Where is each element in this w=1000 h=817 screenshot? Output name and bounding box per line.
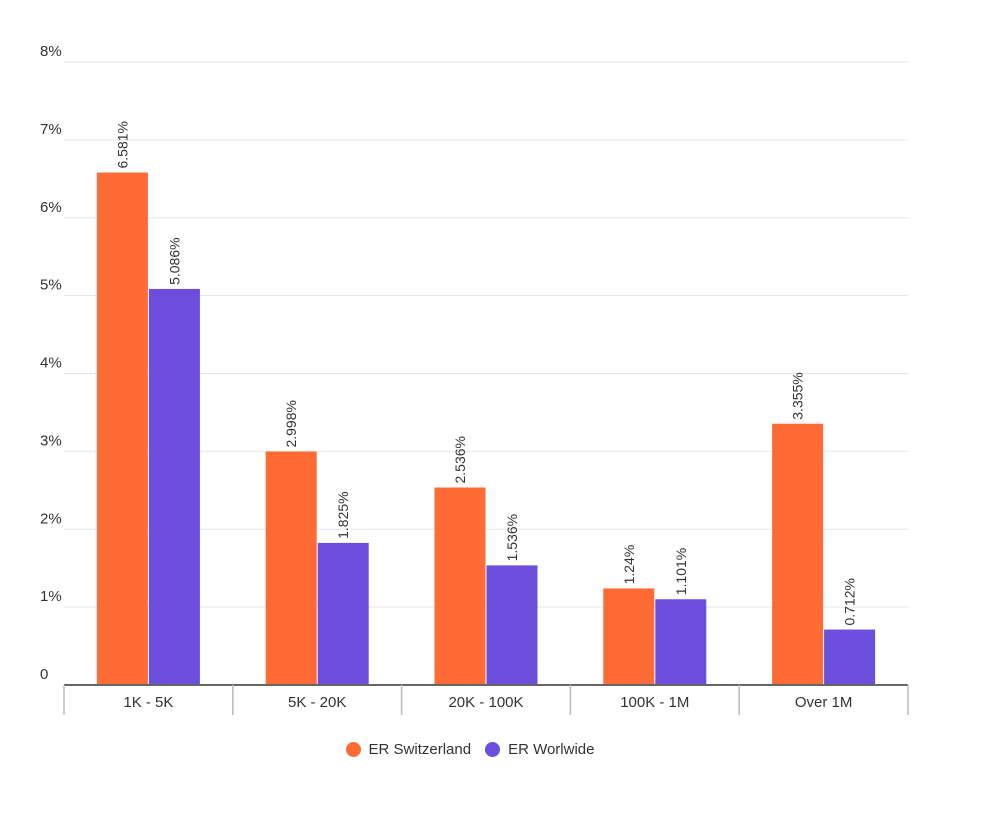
data-label: 0.712% — [842, 578, 858, 625]
y-tick-label: 5% — [40, 277, 62, 294]
y-tick-label: 1% — [40, 588, 62, 605]
bar-worldwide — [317, 542, 369, 685]
bar-switzerland — [603, 588, 655, 685]
bar-worldwide — [148, 288, 200, 685]
legend-swatch — [345, 742, 361, 757]
legend-swatch — [485, 742, 501, 757]
data-label: 1.536% — [504, 514, 520, 561]
data-label: 3.355% — [790, 372, 806, 419]
legend: ER Switzerland ER Worlwide — [0, 741, 940, 758]
bar-worldwide — [655, 599, 707, 685]
x-tick-label: 1K - 5K — [123, 694, 173, 711]
legend-label: ER Switzerland — [368, 741, 472, 758]
y-tick-label: 0 — [40, 666, 48, 683]
bar-worldwide — [486, 565, 538, 685]
data-label: 2.536% — [452, 436, 468, 483]
x-tick-label: 5K - 20K — [288, 694, 346, 711]
data-label: 6.581% — [114, 121, 130, 168]
legend-item[interactable]: ER Switzerland — [345, 741, 472, 758]
x-tick-label: 100K - 1M — [620, 694, 689, 711]
data-label: 1.101% — [673, 548, 689, 595]
x-tick-label: 20K - 100K — [448, 694, 523, 711]
y-tick-label: 2% — [40, 510, 62, 527]
y-tick-label: 3% — [40, 432, 62, 449]
y-axis-labels: 0 1% 2% 3% 4% 5% 6% 7% 8% — [40, 43, 62, 683]
y-tick-label: 6% — [40, 199, 62, 216]
x-tick-label: Over 1M — [795, 694, 853, 711]
grid-lines — [64, 61, 908, 608]
y-tick-label: 8% — [40, 43, 62, 60]
bar-worldwide — [824, 629, 876, 685]
bars — [96, 172, 876, 685]
y-tick-label: 4% — [40, 355, 62, 372]
data-label: 5.086% — [166, 237, 182, 284]
legend-label: ER Worlwide — [508, 741, 595, 758]
bar-switzerland — [772, 423, 824, 685]
bar-switzerland — [96, 172, 148, 685]
data-label: 1.24% — [621, 545, 637, 585]
data-label: 1.825% — [335, 491, 351, 538]
data-label: 2.998% — [283, 400, 299, 447]
legend-item[interactable]: ER Worlwide — [485, 741, 594, 758]
data-labels: 6.581% 5.086% 2.998% 1.825% 2.536% 1.536% 1.24… — [114, 121, 857, 626]
bar-chart-svg: 0 1% 2% 3% 4% 5% 6% 7% 8% 6.581% 5.086% 2.998% 1.82… — [40, 43, 909, 715]
y-tick-label: 7% — [40, 121, 62, 138]
bar-switzerland — [434, 487, 486, 685]
x-axis: 1K - 5K 5K - 20K 20K - 100K 100K - 1M Over 1… — [63, 684, 909, 715]
bar-switzerland — [265, 451, 317, 685]
